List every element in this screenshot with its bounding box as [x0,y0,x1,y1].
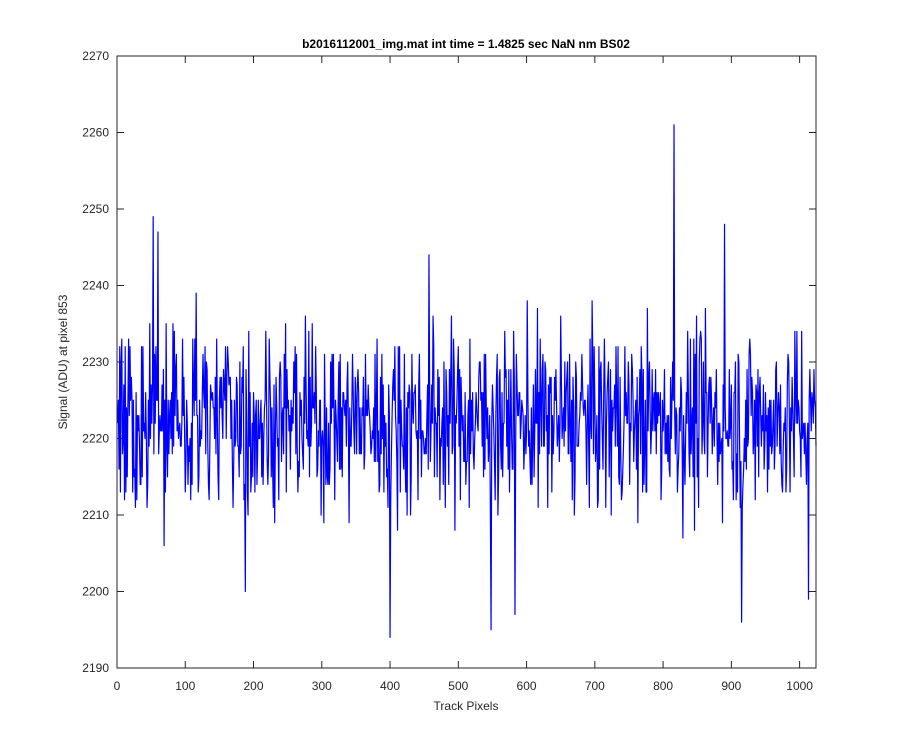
y-tick-label: 2190 [82,661,109,675]
y-tick-label: 2220 [82,432,109,446]
axes-box [116,55,817,669]
y-tick-label: 2230 [82,355,109,369]
chart-title: b2016112001_img.mat int time = 1.4825 se… [302,37,630,51]
x-tick-label: 700 [585,679,605,693]
signal-series-line [117,124,817,638]
plot-background [117,56,816,668]
y-tick-label: 2210 [82,508,109,522]
x-axis-label: Track Pixels [434,699,499,713]
y-tick-label: 2200 [82,585,109,599]
y-tick-label: 2250 [82,202,109,216]
y-tick-label: 2270 [82,49,109,63]
y-axis-label: Signal (ADU) at pixel 853 [56,294,70,429]
y-tick-label: 2240 [82,279,109,293]
x-tick-label: 200 [244,679,264,693]
x-tick-label: 800 [653,679,673,693]
x-tick-label: 500 [448,679,468,693]
series-layer [117,124,817,638]
axis-ticks: 0 100 200 300 400 500 600 700 800 900 1000 2190 2200… [82,49,816,693]
x-tick-label: 400 [380,679,400,693]
x-tick-label: 600 [517,679,537,693]
y-tick-label: 2260 [82,126,109,140]
x-tick-label: 300 [312,679,332,693]
x-tick-label: 100 [175,679,195,693]
x-tick-label: 900 [721,679,741,693]
x-tick-label: 1000 [786,679,813,693]
x-tick-label: 0 [114,679,121,693]
